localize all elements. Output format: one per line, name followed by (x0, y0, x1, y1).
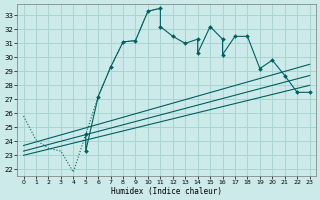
X-axis label: Humidex (Indice chaleur): Humidex (Indice chaleur) (111, 187, 222, 196)
